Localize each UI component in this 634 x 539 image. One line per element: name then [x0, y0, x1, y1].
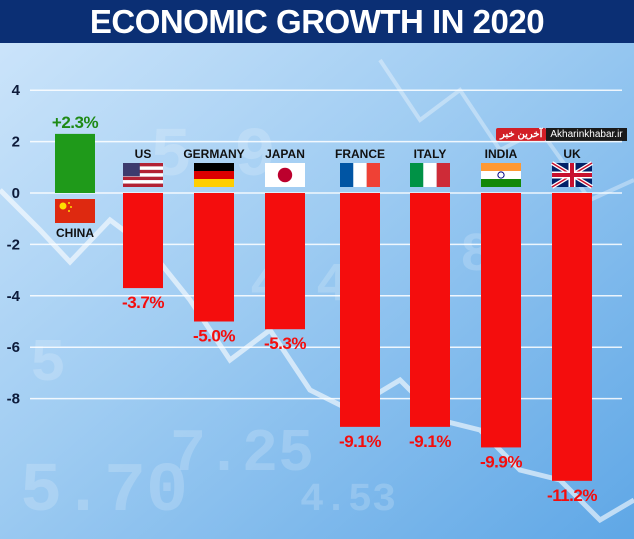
data-label-india: -9.9%	[480, 452, 522, 471]
category-label-uk: UK	[563, 147, 581, 161]
italy-flag-icon	[410, 163, 450, 187]
category-label-italy: ITALY	[414, 147, 447, 161]
bar-germany	[194, 193, 234, 322]
chart-title: ECONOMIC GROWTH IN 2020	[89, 3, 545, 40]
india-flag-icon	[481, 163, 521, 187]
data-label-japan: -5.3%	[264, 334, 306, 353]
germany-flag-icon	[194, 163, 234, 187]
svg-text:5: 5	[30, 331, 66, 399]
bar-italy	[410, 193, 450, 427]
watermark-site: Akharinkhabar.ir	[546, 127, 627, 141]
data-label-france: -9.1%	[339, 432, 381, 451]
bar-us	[123, 193, 163, 289]
category-label-germany: GERMANY	[183, 147, 244, 161]
y-tick-label: -4	[7, 288, 21, 305]
bar-india	[481, 193, 521, 448]
y-tick-label: -2	[7, 236, 20, 253]
svg-text:5.70: 5.70	[20, 453, 188, 532]
data-label-china: +2.3%	[52, 113, 99, 132]
category-label-china: CHINA	[56, 226, 94, 240]
us-flag-icon	[123, 163, 163, 187]
y-tick-label: 4	[12, 82, 21, 99]
title-bar	[0, 0, 634, 43]
bar-china	[55, 133, 95, 193]
labels: +2.3% CHINA -3.7% US -5.0% GERMANY -5.3% JAPAN -…	[52, 113, 598, 505]
data-label-germany: -5.0%	[193, 327, 235, 346]
watermark-logo: آخرین خبر	[496, 127, 547, 141]
watermark: آخرین خبر Akharinkhabar.ir	[496, 125, 627, 143]
bars	[55, 133, 592, 481]
category-label-japan: JAPAN	[265, 147, 305, 161]
bar-japan	[265, 193, 305, 330]
data-label-us: -3.7%	[122, 293, 164, 312]
bar-uk	[552, 193, 592, 481]
y-tick-label: 0	[12, 185, 20, 202]
category-label-india: INDIA	[485, 147, 518, 161]
france-flag-icon	[340, 163, 380, 187]
bar-france	[340, 193, 380, 427]
data-label-uk: -11.2%	[547, 486, 597, 505]
japan-flag-icon	[265, 163, 305, 187]
category-label-france: FRANCE	[335, 147, 385, 161]
y-tick-label: -8	[7, 391, 20, 408]
y-axis: 4 2 0 -2 -4 -6 -8	[7, 82, 21, 407]
y-tick-label: -6	[7, 339, 20, 356]
gridlines	[30, 89, 622, 400]
svg-text:4.53: 4.53	[300, 478, 396, 523]
y-tick-label: 2	[12, 134, 20, 151]
category-label-us: US	[135, 147, 152, 161]
uk-flag-icon	[550, 161, 594, 189]
china-flag-icon	[55, 199, 95, 223]
data-label-italy: -9.1%	[409, 432, 451, 451]
svg-text:7.25: 7.25	[170, 421, 314, 489]
